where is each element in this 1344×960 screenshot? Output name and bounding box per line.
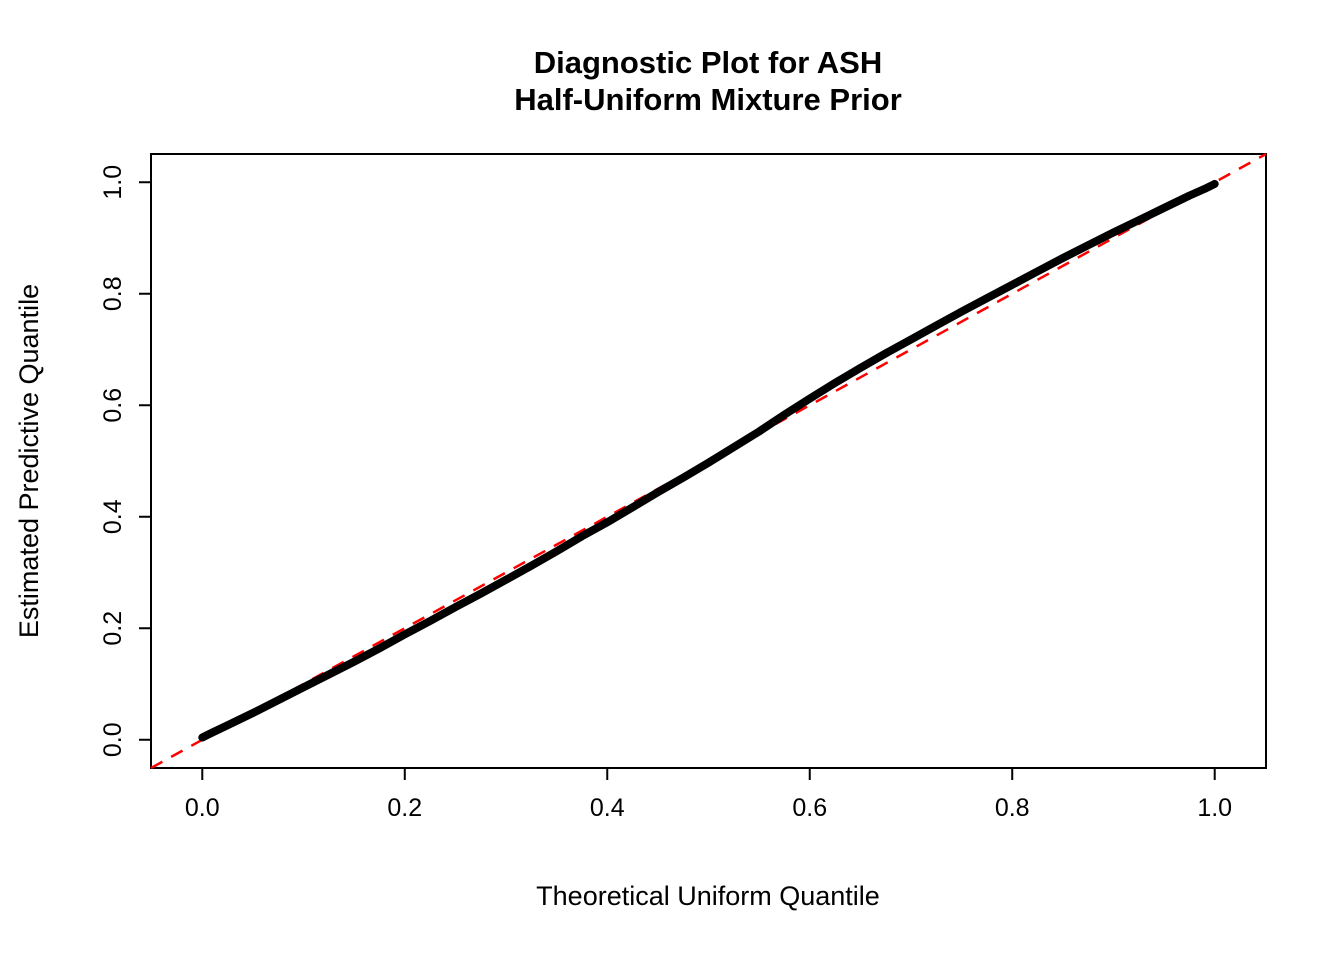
x-axis-label: Theoretical Uniform Quantile [536,881,880,911]
y-axis-tick-label: 0.6 [99,388,127,423]
plot-area-border [150,153,1267,769]
y-axis-tick-label: 0.0 [99,722,127,757]
quantile-points-curve [198,179,1219,742]
plot-title-line1: Diagnostic Plot for ASH [534,45,882,80]
y-axis-tick-label: 0.4 [99,499,127,534]
plot-dynamic-layer: 0.0 0.2 0.4 0.6 0.8 1.0 0.0 0.2 0.4 0.6 0.8 1.0 [99,152,1267,822]
x-axis-tick-label: 0.4 [590,794,625,822]
y-axis-tick-label: 0.2 [99,611,127,646]
x-axis-tick-label: 0.6 [792,794,827,822]
x-axis-tick-label: 0.2 [387,794,422,822]
y-axis-tick-label: 1.0 [99,165,127,200]
x-axis-tick-label: 1.0 [1197,794,1232,822]
x-axis-tick-label: 0.8 [995,794,1030,822]
reference-line-dashed [150,152,1267,770]
y-axis-label: Estimated Predictive Quantile [14,284,44,638]
x-axis-tick-label: 0.0 [185,794,220,822]
y-axis-tick-label: 0.8 [99,276,127,311]
plot-title-line2: Half-Uniform Mixture Prior [514,82,902,117]
